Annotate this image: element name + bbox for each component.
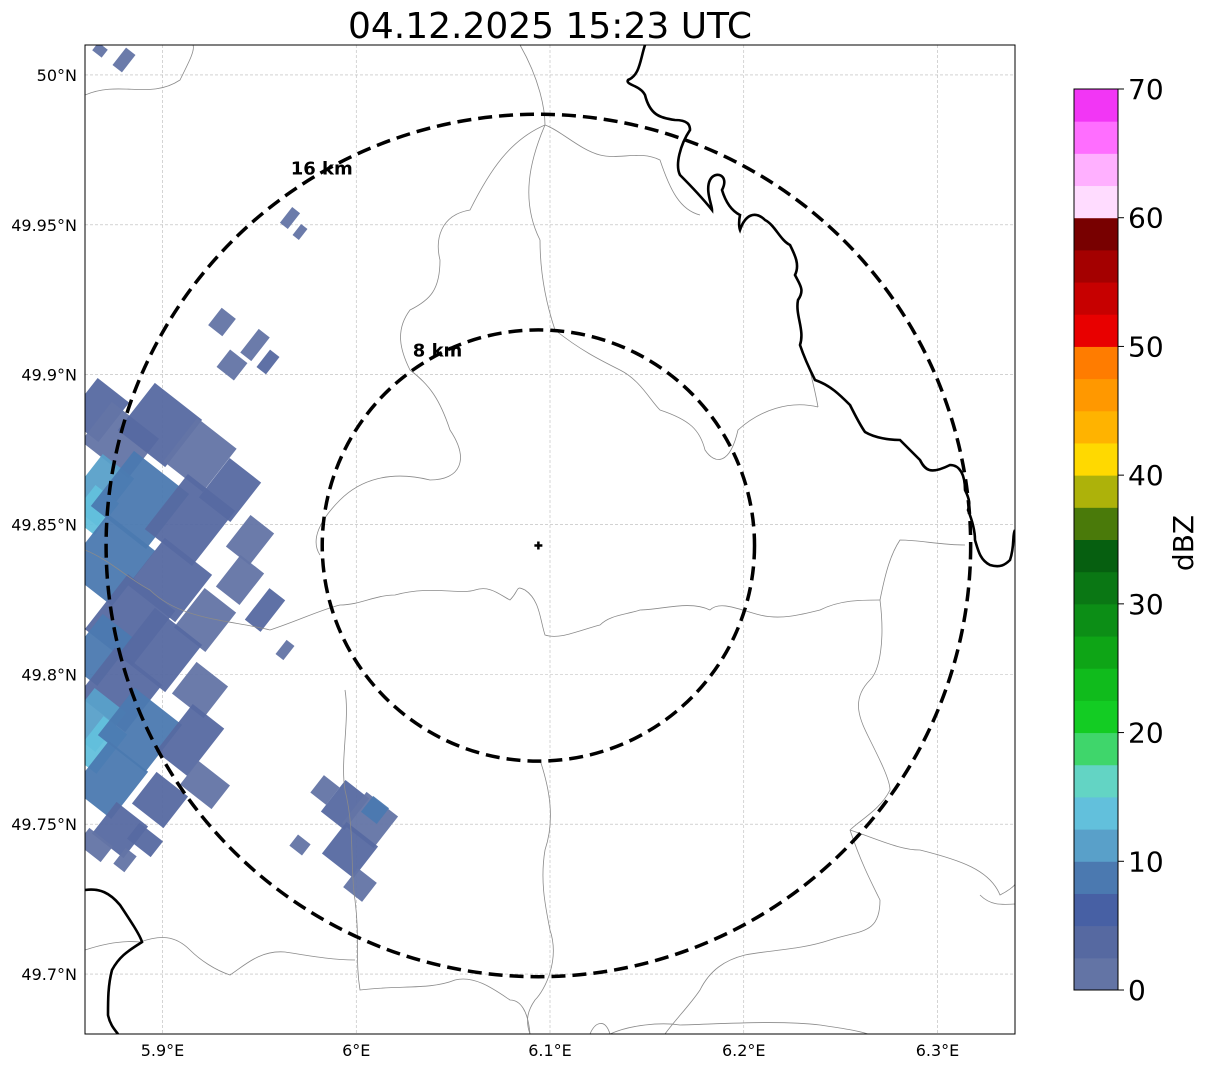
precip-cell	[85, 614, 135, 686]
colorbar-segment	[1074, 603, 1118, 637]
colorbar	[1073, 88, 1119, 991]
colorbar-segment	[1074, 861, 1118, 894]
range-ring	[104, 112, 973, 979]
precip-cell	[225, 515, 275, 565]
colorbar-tick-label: 10	[1128, 845, 1164, 878]
colorbar-tick-label: 60	[1128, 202, 1164, 235]
colorbar-segment	[1074, 829, 1118, 862]
precip-cell	[127, 822, 163, 858]
x-tick-label: 6.3°E	[916, 1041, 960, 1060]
colorbar-segment	[1074, 282, 1118, 315]
colorbar-segment	[1074, 764, 1118, 798]
precip-cell	[292, 224, 308, 240]
colorbar-segment	[1074, 346, 1118, 380]
precip-cell	[321, 821, 379, 879]
colorbar-segment	[1074, 571, 1118, 605]
precip-cell	[289, 834, 311, 856]
precip-cell	[275, 639, 295, 661]
range-ring	[320, 328, 757, 763]
colorbar-tick-label: 70	[1128, 73, 1164, 106]
x-tick-label: 6.2°E	[722, 1041, 766, 1060]
precip-cell	[208, 307, 236, 337]
colorbar-segment	[1074, 249, 1118, 283]
precip-cell	[343, 868, 377, 902]
precip-cell	[85, 377, 130, 443]
precip-cell	[155, 704, 225, 776]
precip-cell	[85, 687, 127, 753]
colorbar-segment	[1074, 185, 1118, 219]
precipitation-echoes	[85, 45, 399, 902]
colorbar-segment	[1074, 700, 1118, 734]
x-tick-label: 6.1°E	[528, 1041, 572, 1060]
colorbar-tick-label: 20	[1128, 717, 1164, 750]
colorbar-segment	[1074, 668, 1118, 701]
y-tick-label: 49.95°N	[11, 216, 77, 235]
colorbar-segment	[1074, 796, 1118, 830]
precip-cell	[310, 775, 340, 805]
y-tick-label: 49.75°N	[11, 815, 77, 834]
y-tick-label: 49.7°N	[21, 965, 77, 984]
colorbar-tick-labels: 0 10 20 30 40 50 60 70	[1118, 73, 1164, 1007]
range-ring-label: 8 km	[413, 340, 463, 361]
map-title: 04.12.2025 15:23 UTC	[348, 6, 752, 47]
colorbar-frame	[1073, 88, 1119, 991]
longitude-tick-labels: 5.9°E 6°E 6.1°E 6.2°E 6.3°E	[141, 1041, 960, 1060]
colorbar-segment	[1074, 314, 1118, 347]
precip-cell	[180, 760, 230, 810]
precip-cell	[256, 349, 280, 375]
colorbar-tick-label: 50	[1128, 330, 1164, 363]
precip-cell	[171, 661, 229, 719]
precip-cell	[244, 588, 286, 632]
colorbar-segment	[1074, 378, 1118, 412]
precip-cell	[360, 795, 390, 825]
colorbar-tick-label: 0	[1128, 974, 1146, 1007]
range-ring-label: 16 km	[291, 158, 353, 179]
precip-cell	[85, 513, 156, 607]
colorbar-label: dBZ	[1167, 515, 1200, 571]
precip-cell	[85, 740, 149, 820]
radar-center-marker	[534, 541, 543, 550]
range-rings: 8 km 16 km	[104, 112, 973, 979]
colorbar-segment	[1074, 89, 1118, 122]
precip-cell	[320, 780, 370, 830]
map-frame	[84, 44, 1016, 1035]
colorbar-segment	[1074, 925, 1118, 959]
y-tick-label: 49.8°N	[21, 665, 77, 684]
colorbar-segment	[1074, 410, 1118, 444]
colorbar-segment	[1074, 636, 1118, 669]
colorbar-tick-label: 40	[1128, 459, 1164, 492]
y-tick-label: 49.9°N	[21, 366, 77, 385]
colorbar-segment	[1074, 475, 1118, 508]
map-area: 8 km 16 km	[85, 45, 1015, 1034]
precip-cell	[216, 349, 248, 381]
precip-cell	[240, 328, 270, 362]
y-tick-label: 49.85°N	[11, 516, 77, 535]
colorbar-segment	[1074, 153, 1118, 187]
colorbar-segment	[1074, 539, 1118, 573]
municipal-boundaries	[85, 45, 1015, 1034]
colorbar-segment	[1074, 732, 1118, 766]
colorbar-segment	[1074, 507, 1118, 540]
precip-cell	[215, 555, 265, 605]
colorbar-segment	[1074, 893, 1118, 927]
x-tick-label: 5.9°E	[141, 1041, 185, 1060]
x-tick-label: 6°E	[342, 1041, 370, 1060]
y-tick-label: 50°N	[37, 66, 77, 85]
precip-cell	[92, 45, 108, 58]
precip-cell	[131, 771, 189, 829]
precip-cell	[112, 47, 136, 73]
precip-cell	[279, 207, 301, 229]
latitude-tick-labels: 50°N 49.95°N 49.9°N 49.85°N 49.8°N 49.75°N 49.…	[11, 66, 77, 984]
colorbar-tick-label: 30	[1128, 588, 1164, 621]
colorbar-segment	[1074, 442, 1118, 476]
precip-cell	[85, 827, 113, 863]
precip-cell	[113, 847, 137, 873]
colorbar-segment	[1074, 121, 1118, 154]
precip-cell	[163, 417, 237, 493]
colorbar-segment	[1074, 957, 1118, 991]
colorbar-segment	[1074, 217, 1118, 251]
